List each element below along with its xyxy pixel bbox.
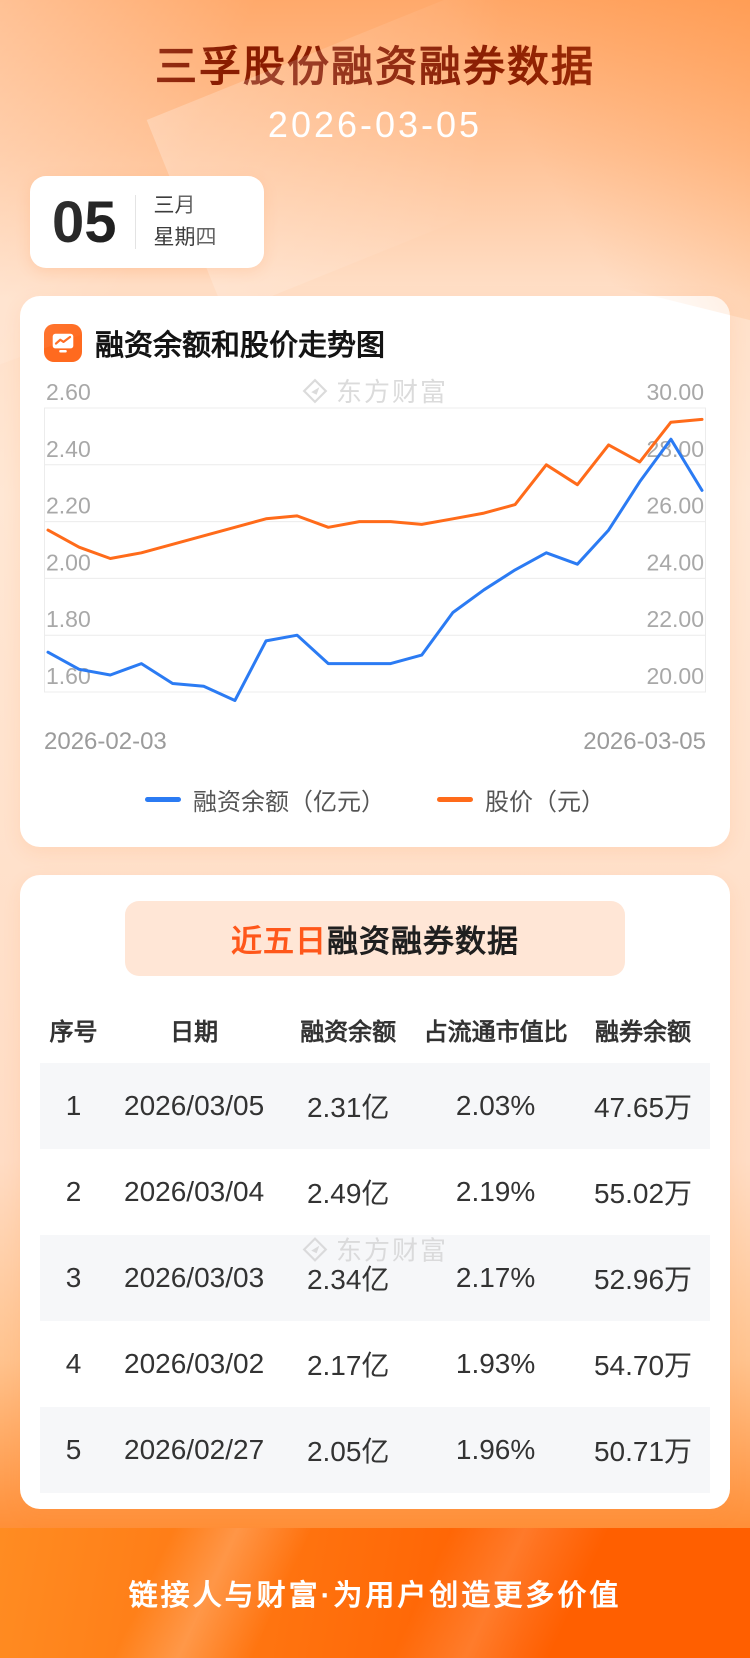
trend-chart-icon [44,324,82,363]
eastmoney-logo-icon [302,1237,328,1262]
svg-text:24.00: 24.00 [646,550,704,576]
table-cell: 2 [65,1176,82,1208]
footer-slogan: 链接人与财富·为用户创造更多价值 [128,1580,622,1612]
table-cell: 2026/03/02 [124,1348,265,1380]
table-title-pill: 近五日融资融券数据 [125,901,625,977]
chart-card: 融资余额和股价走势图 东方财富 2.60 30.00 2.40 28.00 2.20 26… [20,296,730,848]
eastmoney-logo-icon [302,378,328,404]
footer: 链接人与财富·为用户创造更多价值 [0,1528,750,1658]
svg-text:2.40: 2.40 [46,436,91,462]
table-cell: 50.71万 [593,1436,693,1468]
svg-text:2.00: 2.00 [46,550,91,576]
trend-chart-plot: 2.60 30.002.40 28.002.20 26.002.00 24.001.80… [44,380,706,703]
table-cell: 5 [65,1434,82,1466]
table-cell: 47.65万 [593,1092,693,1124]
chart-legend: 融资余额（亿元） 股价（元） [44,782,706,817]
x-axis-start-label: 2026-02-03 [44,728,167,756]
date-day: 05 [52,189,117,255]
table-cell: 2.05亿 [306,1436,390,1468]
date-weekday: 星期四 [153,226,217,250]
table-header-cell: 占流通市值比 [423,1019,568,1047]
table-cell: 54.70万 [593,1350,693,1382]
table-row: 4 2026/03/02 2.17亿 1.93% 54.70万 [40,1321,710,1407]
table-cell: 2026/03/03 [124,1262,265,1294]
table-header-row: 序号 日期 融资余额 占流通市值比 融券余额 [40,994,710,1063]
svg-text:20.00: 20.00 [646,663,704,689]
table-cell: 2.19% [455,1176,536,1208]
table-cell: 1.96% [455,1434,536,1466]
svg-text:2.20: 2.20 [46,493,91,519]
legend-swatch [145,797,181,803]
trend-chart: 东方财富 2.60 30.00 2.40 28.00 2.20 26.00 2.00 24.0… [44,377,706,817]
table-header-cell: 融券余额 [594,1019,691,1047]
table-cell: 2026/03/05 [124,1090,265,1122]
table-cell: 2.34亿 [306,1264,390,1296]
legend-item: 股价（元） [437,782,605,817]
table-title-highlight: 近五日 [231,924,327,960]
table-cell: 1 [65,1090,82,1122]
legend-swatch [437,797,473,803]
legend-label: 股价（元） [485,789,605,817]
table-cell: 4 [65,1348,82,1380]
page-date: 2026-03-05 [267,104,483,146]
table-cell: 2.17亿 [306,1350,390,1382]
legend-label: 融资余额（亿元） [193,789,385,817]
table-card: 近五日融资融券数据 东方财富 序号 日期 融资余额 占流通市值比 融券余额 1 2026/… [20,875,730,1510]
table-cell: 2.17% [455,1262,536,1294]
table-cell: 2026/02/27 [124,1434,265,1466]
svg-text:26.00: 26.00 [646,493,704,519]
table-cell: 52.96万 [593,1264,693,1296]
table-cell: 2.49亿 [306,1178,390,1210]
table-row: 3 2026/03/03 2.34亿 2.17% 52.96万 [40,1235,710,1322]
table-header-cell: 融资余额 [300,1019,397,1047]
table-watermark: 东方财富 [302,1231,448,1268]
legend-item: 融资余额（亿元） [145,782,385,817]
table-cell: 1.93% [455,1348,536,1380]
table-cell: 2026/03/04 [124,1176,265,1208]
table-cell: 3 [65,1262,82,1294]
table-cell: 2.03% [455,1090,536,1122]
chart-title: 融资余额和股价走势图 [95,330,386,363]
page-title: 三孚股份融资融券数据 [154,43,595,90]
table-cell: 55.02万 [593,1178,693,1210]
header: 三孚股份融资融券数据 2026-03-05 [0,0,750,146]
date-card: 05 三月 星期四 [30,176,264,269]
x-axis-end-label: 2026-03-05 [583,728,706,756]
svg-text:1.80: 1.80 [46,607,91,633]
table-row: 5 2026/02/27 2.05亿 1.96% 50.71万 [40,1407,710,1494]
svg-text:22.00: 22.00 [646,607,704,633]
chart-watermark: 东方财富 [302,372,448,409]
table-header-cell: 序号 [49,1019,98,1047]
table-header-cell: 日期 [170,1019,219,1047]
svg-text:2.60: 2.60 [46,380,91,405]
margin-data-table: 序号 日期 融资余额 占流通市值比 融券余额 1 2026/03/05 2.31亿 2.03%… [40,994,710,1494]
table-body: 1 2026/03/05 2.31亿 2.03% 47.65万 2 2026/03/04 2.… [40,1063,710,1494]
table-row: 1 2026/03/05 2.31亿 2.03% 47.65万 [40,1063,710,1150]
table-row: 2 2026/03/04 2.49亿 2.19% 55.02万 [40,1149,710,1235]
svg-text:1.60: 1.60 [46,663,91,689]
date-month: 三月 [153,193,196,217]
table-title-rest: 融资融券数据 [327,924,519,960]
svg-text:30.00: 30.00 [646,380,704,405]
table-cell: 2.31亿 [306,1092,390,1124]
date-divider [134,195,136,250]
